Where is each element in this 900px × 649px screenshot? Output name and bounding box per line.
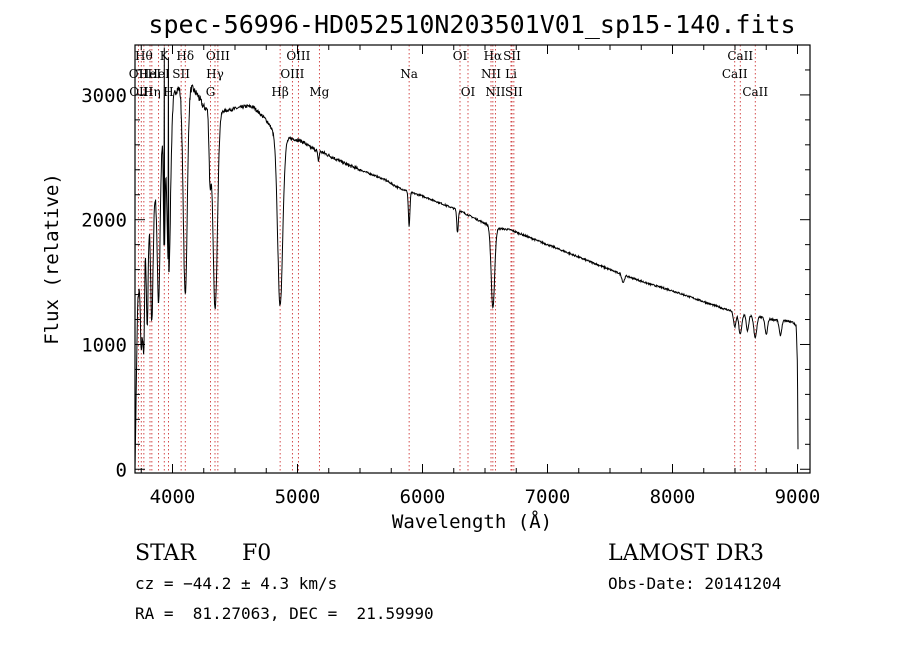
x-tick-label: 4000 bbox=[150, 486, 196, 508]
chart-title: spec-56996-HD052510N203501V01_sp15-140.f… bbox=[148, 10, 795, 39]
observation-date: Obs-Date: 20141204 bbox=[608, 574, 781, 593]
line-marker-label: Hα bbox=[484, 49, 503, 63]
line-marker-label: OII bbox=[129, 67, 149, 81]
y-axis-label: Flux (relative) bbox=[41, 173, 63, 345]
y-tick-label: 3000 bbox=[81, 85, 127, 107]
survey-name: LAMOST DR3 bbox=[608, 541, 764, 566]
line-marker-label: Hη bbox=[143, 85, 161, 99]
coordinates-readout: RA = 81.27063, DEC = 21.59990 bbox=[135, 604, 434, 623]
line-marker-label: OI bbox=[453, 49, 468, 63]
spectrum-line bbox=[134, 47, 799, 470]
line-marker-label: OIII bbox=[206, 49, 230, 63]
line-marker-label: OIII bbox=[286, 49, 310, 63]
x-tick-label: 5000 bbox=[275, 486, 321, 508]
line-marker-label: HeI bbox=[139, 67, 162, 81]
object-class: STAR bbox=[135, 541, 197, 566]
line-marker-label: CaII bbox=[742, 85, 768, 99]
line-marker-label: Hβ bbox=[271, 85, 288, 99]
x-tick-label: 7000 bbox=[525, 486, 571, 508]
line-marker-label: NII bbox=[481, 67, 501, 81]
object-subclass: F0 bbox=[242, 541, 271, 566]
redshift-readout: cz = −44.2 ± 4.3 km/s bbox=[135, 574, 337, 593]
line-marker-label: CaII bbox=[727, 49, 753, 63]
line-marker-label: Na bbox=[400, 67, 418, 81]
line-marker-label: Mg bbox=[309, 85, 329, 99]
x-tick-label: 6000 bbox=[400, 486, 446, 508]
line-marker-label: Li bbox=[505, 67, 517, 81]
line-marker-label: G bbox=[206, 85, 216, 99]
y-tick-label: 0 bbox=[116, 459, 127, 481]
line-marker-label: SII bbox=[172, 67, 190, 81]
line-marker-label: SII bbox=[503, 49, 521, 63]
x-tick-label: 9000 bbox=[775, 486, 821, 508]
line-marker-labels: OIIOIIIHθHeIHηHeIKHSIIHδGHγOIIIHβOIIIOII… bbox=[129, 49, 769, 99]
plot-frame bbox=[134, 44, 811, 474]
line-marker-label: Hθ bbox=[135, 49, 153, 63]
line-marker-label: CaII bbox=[722, 67, 748, 81]
line-marker-label: HeI bbox=[147, 67, 170, 81]
x-tick-label: 8000 bbox=[650, 486, 696, 508]
line-marker-label: Hδ bbox=[176, 49, 194, 63]
line-markers bbox=[137, 45, 756, 473]
y-tick-label: 2000 bbox=[81, 210, 127, 232]
line-marker-label: NII bbox=[485, 85, 505, 99]
line-marker-label: Hγ bbox=[206, 67, 224, 81]
line-marker-label: SII bbox=[505, 85, 523, 99]
line-marker-label: OI bbox=[461, 85, 476, 99]
x-axis-label: Wavelength (Å) bbox=[392, 510, 552, 533]
x-axis-ticks: 4000 5000 6000 7000 8000 9000 bbox=[140, 45, 821, 508]
line-marker-label: OIII bbox=[280, 67, 304, 81]
y-axis-ticks: 0 1000 2000 3000 bbox=[81, 69, 810, 481]
y-tick-label: 1000 bbox=[81, 334, 127, 356]
